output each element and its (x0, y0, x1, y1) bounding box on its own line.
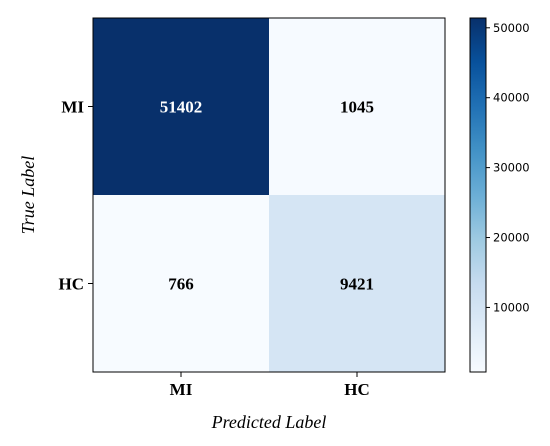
cell-value-label: 766 (168, 275, 194, 294)
y-axis-title: True Label (18, 156, 38, 235)
heatmap-cells: 51402 1045 766 9421 (93, 18, 445, 372)
colorbar-ticks: 10000 20000 30000 40000 50000 (486, 21, 530, 314)
x-tick-label: MI (170, 380, 193, 399)
colorbar-tick-label: 40000 (493, 91, 530, 105)
x-axis: MI HC (170, 372, 370, 399)
plot-frame (92, 17, 446, 373)
heatmap-cell-mi-mi (93, 18, 269, 195)
cell-value-label: 9421 (340, 275, 374, 294)
colorbar-tick-label: 10000 (493, 300, 530, 314)
y-axis: MI HC (59, 98, 93, 294)
colorbar-tick-label: 20000 (493, 231, 530, 245)
colorbar: 10000 20000 30000 40000 50000 (469, 17, 530, 373)
y-tick-label: HC (59, 275, 85, 294)
colorbar-tick-label: 30000 (493, 161, 530, 175)
heatmap-cell-hc-mi (93, 195, 269, 372)
cell-value-label: 1045 (340, 98, 374, 117)
x-tick-label: HC (344, 380, 370, 399)
heatmap-cell-hc-hc (269, 195, 445, 372)
colorbar-tick-label: 50000 (493, 21, 530, 35)
x-axis-title: Predicted Label (211, 412, 327, 432)
cell-value-label: 51402 (160, 98, 203, 117)
colorbar-gradient (469, 17, 487, 373)
y-tick-label: MI (61, 98, 84, 117)
heatmap-cell-mi-hc (269, 18, 445, 195)
